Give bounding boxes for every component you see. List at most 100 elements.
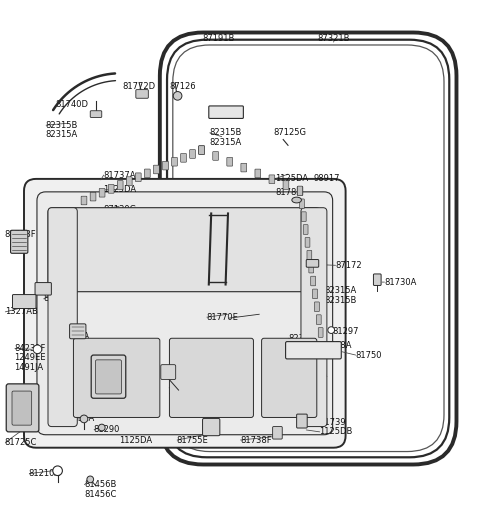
Text: 81740D: 81740D: [55, 100, 88, 108]
Text: 1125DA: 1125DA: [103, 185, 136, 194]
Text: 81738F: 81738F: [5, 230, 36, 239]
FancyBboxPatch shape: [11, 230, 28, 253]
Text: 1125DA: 1125DA: [276, 174, 309, 183]
FancyBboxPatch shape: [316, 315, 321, 325]
FancyBboxPatch shape: [48, 208, 77, 427]
FancyBboxPatch shape: [309, 263, 313, 273]
Text: 81770E: 81770E: [206, 313, 238, 321]
FancyBboxPatch shape: [318, 328, 323, 337]
Text: 81297: 81297: [333, 327, 359, 336]
Text: 82315B: 82315B: [275, 351, 307, 359]
FancyBboxPatch shape: [273, 427, 282, 439]
Text: 1249EE: 1249EE: [14, 353, 46, 363]
FancyBboxPatch shape: [73, 338, 160, 417]
FancyBboxPatch shape: [136, 90, 148, 98]
FancyBboxPatch shape: [154, 165, 159, 174]
FancyBboxPatch shape: [301, 212, 306, 221]
FancyBboxPatch shape: [269, 175, 275, 183]
Text: 82315A: 82315A: [288, 334, 320, 343]
Text: 82315B: 82315B: [209, 128, 241, 138]
Text: 1327AB: 1327AB: [119, 366, 152, 376]
Text: 1249EE: 1249EE: [295, 379, 327, 388]
Circle shape: [98, 424, 105, 431]
Circle shape: [33, 345, 42, 354]
Circle shape: [53, 466, 62, 476]
Text: 87126: 87126: [169, 82, 195, 91]
FancyBboxPatch shape: [297, 414, 307, 428]
Text: 81230A: 81230A: [62, 414, 95, 424]
FancyBboxPatch shape: [209, 106, 243, 118]
Circle shape: [328, 327, 335, 333]
FancyBboxPatch shape: [169, 338, 253, 417]
Text: 82315A: 82315A: [324, 286, 356, 295]
Text: 1491JA: 1491JA: [14, 363, 44, 372]
FancyBboxPatch shape: [306, 259, 319, 267]
Text: 81725C: 81725C: [5, 438, 37, 447]
FancyBboxPatch shape: [161, 365, 176, 379]
Text: 87170: 87170: [187, 238, 214, 247]
FancyBboxPatch shape: [126, 177, 132, 185]
Text: 87172: 87172: [335, 261, 361, 270]
Text: 86593A: 86593A: [295, 370, 327, 379]
FancyBboxPatch shape: [163, 162, 168, 170]
Text: 1327AB: 1327AB: [5, 307, 37, 316]
Text: 81456C: 81456C: [84, 490, 116, 499]
FancyBboxPatch shape: [303, 225, 308, 234]
FancyBboxPatch shape: [135, 173, 141, 181]
FancyBboxPatch shape: [48, 208, 321, 292]
FancyBboxPatch shape: [90, 192, 96, 201]
Text: 84231F: 84231F: [14, 344, 46, 353]
Text: 81730A: 81730A: [384, 278, 416, 287]
Text: 1491JA: 1491JA: [295, 389, 324, 398]
FancyBboxPatch shape: [99, 189, 105, 197]
Circle shape: [173, 92, 182, 100]
FancyBboxPatch shape: [6, 384, 39, 432]
FancyBboxPatch shape: [96, 360, 121, 394]
FancyBboxPatch shape: [12, 294, 36, 308]
Text: 1125DB: 1125DB: [319, 427, 353, 437]
Text: 81456B: 81456B: [84, 480, 116, 489]
FancyBboxPatch shape: [144, 169, 150, 178]
FancyBboxPatch shape: [90, 111, 102, 117]
FancyBboxPatch shape: [190, 150, 195, 158]
FancyBboxPatch shape: [227, 157, 233, 166]
Text: 81737A: 81737A: [103, 170, 136, 180]
FancyBboxPatch shape: [255, 169, 261, 178]
FancyBboxPatch shape: [37, 192, 333, 435]
Text: 87191B: 87191B: [202, 34, 235, 43]
FancyBboxPatch shape: [180, 154, 186, 162]
Text: 1129AC: 1129AC: [167, 387, 200, 395]
FancyBboxPatch shape: [312, 289, 317, 299]
Text: 81760A: 81760A: [209, 110, 241, 119]
FancyBboxPatch shape: [262, 338, 317, 417]
Text: 1125DA: 1125DA: [119, 436, 152, 444]
Text: 81782: 81782: [276, 188, 302, 197]
FancyBboxPatch shape: [108, 184, 114, 193]
FancyBboxPatch shape: [286, 342, 341, 359]
FancyBboxPatch shape: [24, 179, 346, 448]
Text: 81738A: 81738A: [319, 341, 352, 350]
Text: 81750B: 81750B: [43, 294, 75, 303]
Text: 82315B: 82315B: [46, 121, 78, 130]
Text: 87321B: 87321B: [317, 34, 350, 43]
Text: 81750: 81750: [355, 351, 382, 359]
Text: 87130G: 87130G: [103, 205, 136, 214]
FancyBboxPatch shape: [203, 418, 220, 436]
Text: 82315A: 82315A: [46, 130, 78, 139]
FancyBboxPatch shape: [213, 152, 218, 160]
FancyBboxPatch shape: [70, 324, 86, 339]
FancyBboxPatch shape: [311, 276, 315, 286]
FancyBboxPatch shape: [91, 355, 126, 398]
Text: 81739: 81739: [319, 418, 346, 427]
FancyBboxPatch shape: [301, 208, 327, 427]
FancyBboxPatch shape: [171, 157, 177, 166]
Text: 81772D: 81772D: [122, 82, 156, 91]
Text: 81738F: 81738F: [240, 436, 272, 444]
FancyBboxPatch shape: [35, 282, 51, 295]
FancyBboxPatch shape: [117, 181, 123, 189]
Text: 82315A: 82315A: [209, 138, 241, 147]
Text: 82315B: 82315B: [324, 296, 356, 305]
FancyBboxPatch shape: [199, 146, 204, 154]
FancyBboxPatch shape: [298, 186, 302, 196]
FancyBboxPatch shape: [307, 251, 312, 260]
